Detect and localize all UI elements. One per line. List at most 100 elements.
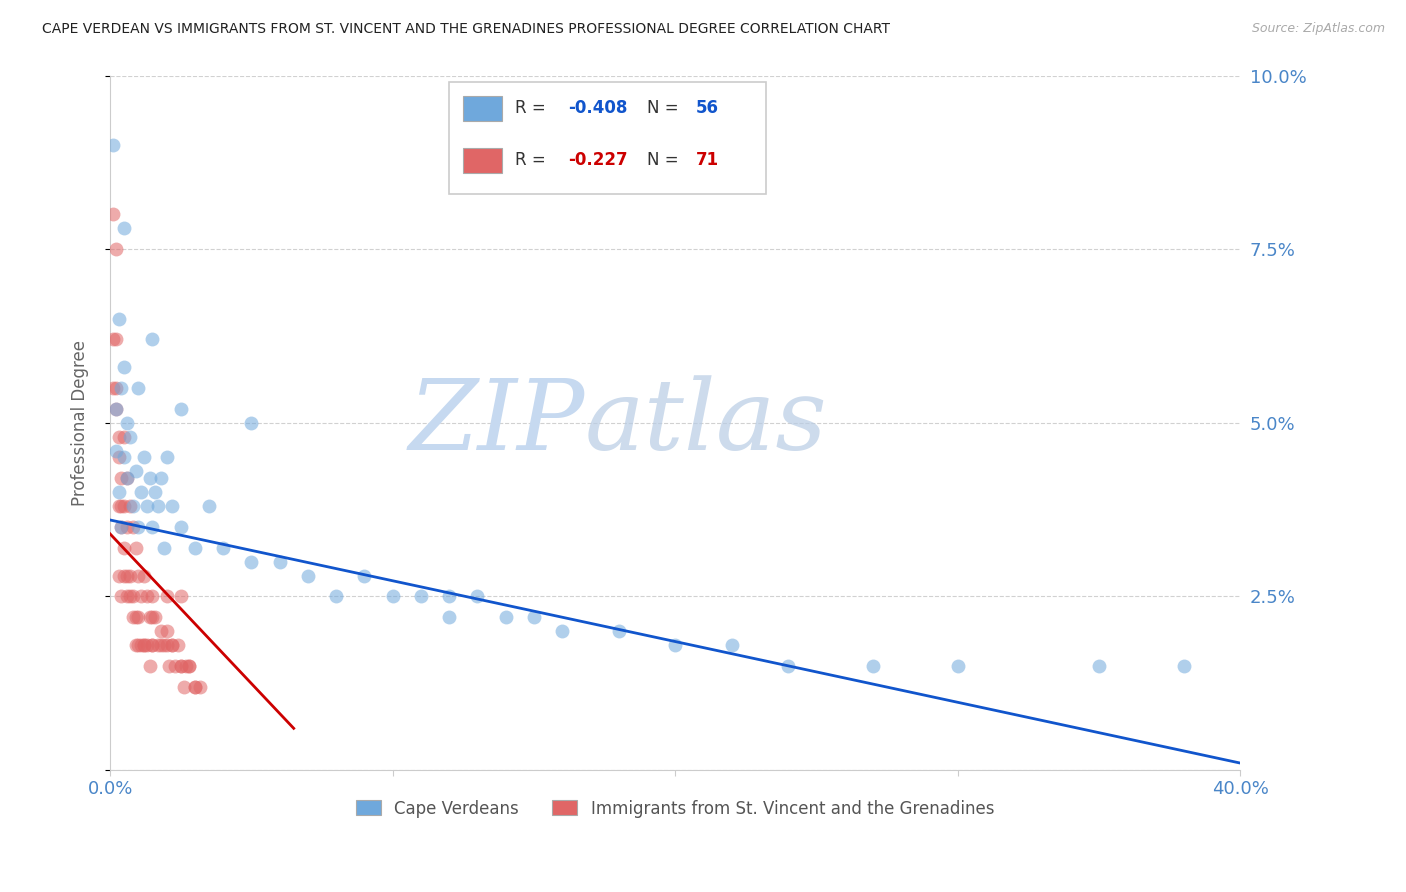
Point	[112, 221, 135, 235]
Text: Source: ZipAtlas.com: Source: ZipAtlas.com	[1251, 22, 1385, 36]
Point	[101, 138, 124, 153]
Text: CAPE VERDEAN VS IMMIGRANTS FROM ST. VINCENT AND THE GRENADINES PROFESSIONAL DEGR: CAPE VERDEAN VS IMMIGRANTS FROM ST. VINC…	[42, 22, 890, 37]
Point	[143, 485, 166, 500]
Point	[170, 401, 193, 416]
Point	[138, 658, 160, 673]
Text: 71: 71	[696, 152, 718, 169]
Point	[160, 638, 183, 652]
Text: 56: 56	[696, 99, 718, 117]
Point	[127, 610, 149, 624]
Point	[107, 450, 129, 465]
Point	[110, 471, 132, 485]
Point	[127, 381, 149, 395]
Point	[138, 610, 160, 624]
Point	[129, 638, 152, 652]
Point	[101, 207, 124, 221]
Point	[110, 499, 132, 513]
Point	[132, 638, 155, 652]
Point	[110, 520, 132, 534]
Point	[115, 416, 138, 430]
Point	[118, 430, 141, 444]
Point	[269, 555, 291, 569]
Point	[167, 638, 190, 652]
Text: N =: N =	[647, 152, 683, 169]
Point	[135, 590, 157, 604]
Point	[149, 624, 172, 639]
Point	[946, 658, 969, 673]
Point	[607, 624, 630, 639]
Point	[1173, 658, 1195, 673]
Point	[179, 658, 201, 673]
Point	[107, 485, 129, 500]
Point	[101, 381, 124, 395]
Point	[104, 333, 127, 347]
Point	[132, 568, 155, 582]
Text: -0.227: -0.227	[568, 152, 627, 169]
Point	[127, 638, 149, 652]
Point	[124, 610, 146, 624]
Point	[179, 658, 201, 673]
Point	[121, 590, 143, 604]
Text: R =: R =	[515, 152, 551, 169]
Point	[104, 401, 127, 416]
Point	[381, 590, 404, 604]
Point	[184, 541, 207, 555]
Point	[437, 590, 460, 604]
Point	[664, 638, 686, 652]
Bar	[463, 96, 502, 120]
Point	[170, 658, 193, 673]
Point	[190, 680, 212, 694]
Point	[135, 638, 157, 652]
Text: ZIP: ZIP	[409, 376, 585, 470]
Point	[173, 680, 195, 694]
Point	[165, 658, 187, 673]
Text: R =: R =	[515, 99, 551, 117]
Point	[152, 638, 174, 652]
Point	[160, 638, 183, 652]
Point	[121, 610, 143, 624]
Point	[176, 658, 198, 673]
Point	[212, 541, 235, 555]
Legend: Cape Verdeans, Immigrants from St. Vincent and the Grenadines: Cape Verdeans, Immigrants from St. Vince…	[349, 793, 1001, 824]
Text: -0.408: -0.408	[568, 99, 627, 117]
Point	[112, 568, 135, 582]
Point	[112, 541, 135, 555]
Point	[141, 520, 163, 534]
Point	[121, 520, 143, 534]
Point	[146, 638, 169, 652]
Point	[467, 590, 489, 604]
Point	[107, 568, 129, 582]
Y-axis label: Professional Degree: Professional Degree	[72, 340, 89, 506]
Point	[112, 360, 135, 375]
Point	[135, 499, 157, 513]
Point	[184, 680, 207, 694]
Point	[129, 590, 152, 604]
Point	[141, 610, 163, 624]
Point	[170, 520, 193, 534]
Text: atlas: atlas	[585, 376, 828, 470]
Point	[104, 381, 127, 395]
Point	[149, 471, 172, 485]
Point	[115, 568, 138, 582]
Point	[141, 638, 163, 652]
Point	[409, 590, 432, 604]
Point	[115, 471, 138, 485]
Point	[101, 333, 124, 347]
Bar	[463, 148, 502, 173]
Point	[107, 430, 129, 444]
Point	[132, 638, 155, 652]
Point	[141, 333, 163, 347]
Point	[523, 610, 546, 624]
Point	[495, 610, 517, 624]
Point	[160, 499, 183, 513]
Point	[297, 568, 319, 582]
Point	[157, 658, 180, 673]
Point	[104, 443, 127, 458]
Point	[115, 520, 138, 534]
Point	[107, 499, 129, 513]
Point	[118, 499, 141, 513]
Point	[325, 590, 347, 604]
FancyBboxPatch shape	[449, 82, 765, 194]
Point	[129, 485, 152, 500]
Point	[240, 555, 263, 569]
